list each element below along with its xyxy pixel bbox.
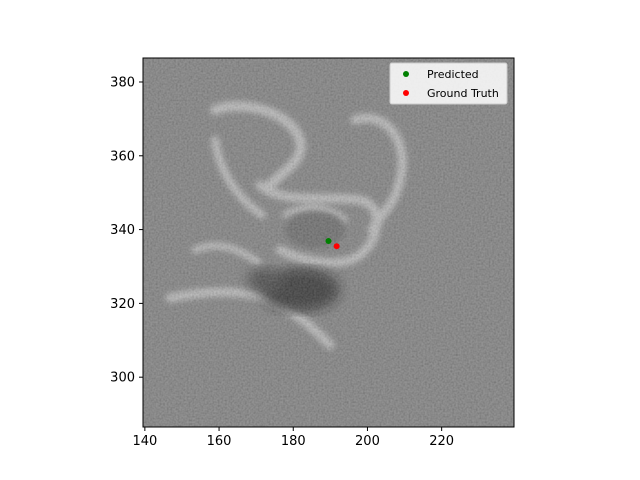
y-tick-label: 320 [110, 297, 135, 312]
x-tick-label: 200 [355, 434, 380, 449]
predicted-point [325, 238, 332, 245]
legend-box [389, 62, 508, 105]
x-tick-label: 140 [132, 434, 157, 449]
x-tick-label: 220 [429, 434, 454, 449]
legend: Predicted Ground Truth [389, 62, 508, 105]
y-tick-label: 360 [110, 149, 135, 164]
legend-label-ground-truth: Ground Truth [427, 87, 499, 100]
legend-marker-predicted [403, 71, 409, 77]
legend-marker-ground-truth [403, 90, 409, 96]
scatter-points [325, 238, 340, 250]
ground-truth-point [333, 243, 340, 250]
y-axis: 300 320 340 360 380 [110, 75, 143, 386]
y-tick-label: 380 [110, 75, 135, 90]
x-tick-label: 160 [207, 434, 232, 449]
legend-label-predicted: Predicted [427, 68, 479, 81]
axes-frame [142, 57, 515, 428]
y-tick-label: 300 [110, 371, 135, 386]
x-tick-label: 180 [281, 434, 306, 449]
y-tick-label: 340 [110, 223, 135, 238]
x-axis: 140 160 180 200 220 [132, 427, 454, 449]
